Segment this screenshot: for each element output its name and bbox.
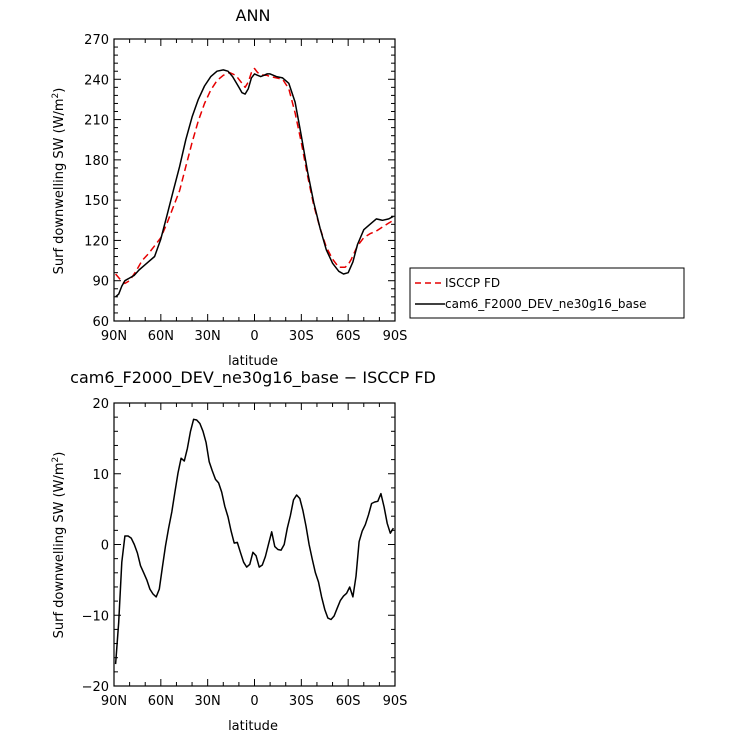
bottom-plot-area: 90N 60N 30N 0 30S 60S 90S −20 −10 0 10 20 (82, 397, 408, 709)
top-y-tick-label: 210 (84, 114, 109, 129)
legend: ISCCP FD cam6_F2000_DEV_ne30g16_base (409, 267, 685, 319)
bottom-x-tick-label: 0 (250, 694, 258, 709)
bottom-x-axis-label: latitude (228, 719, 278, 734)
top-plot-frame (113, 38, 396, 322)
bottom-y-tick-label: 20 (92, 397, 109, 412)
bottom-x-tick-label: 30N (195, 694, 221, 709)
top-y-tick-label: 90 (92, 275, 109, 290)
bottom-y-tick-label: −10 (82, 609, 109, 624)
top-x-tick-label: 60S (336, 329, 361, 344)
top-x-tick-label: 60N (148, 329, 174, 344)
bottom-x-tick-label: 90S (383, 694, 408, 709)
top-y-axis-label: Surf downwelling SW (W/m2) (51, 88, 67, 275)
top-y-tick-label: 150 (84, 194, 109, 209)
top-x-tick-label: 30S (289, 329, 314, 344)
bottom-x-tick-label: 90N (101, 694, 127, 709)
top-y-tick-label: 120 (84, 234, 109, 249)
bottom-plot-frame (113, 402, 396, 687)
top-x-axis-label: latitude (228, 354, 278, 369)
bottom-x-tick-label: 60S (336, 694, 361, 709)
legend-label-isccp-fd: ISCCP FD (445, 276, 500, 290)
bottom-x-tick-label: 30S (289, 694, 314, 709)
bottom-x-tick-label: 60N (148, 694, 174, 709)
top-x-tick-label: 90N (101, 329, 127, 344)
top-plot-area: 90N 60N 30N 0 30S 60S 90S 60 90 120 150 180 210 240 27… (84, 33, 407, 344)
top-y-tick-label: 240 (84, 73, 109, 88)
top-y-tick-label: 180 (84, 154, 109, 169)
legend-box (409, 267, 685, 319)
top-y-tick-label: 60 (92, 315, 109, 330)
bottom-y-tick-label: 0 (101, 539, 109, 554)
legend-label-cam6: cam6_F2000_DEV_ne30g16_base (445, 297, 647, 311)
top-series-line-0 (115, 67, 394, 285)
bottom-y-tick-label: −20 (82, 680, 109, 695)
top-x-tick-label: 0 (250, 329, 258, 344)
bottom-series-line-0 (114, 418, 395, 665)
bottom-chart-title: cam6_F2000_DEV_ne30g16_base − ISCCP FD (70, 368, 436, 388)
top-x-tick-label: 90S (383, 329, 408, 344)
top-chart-title: ANN (236, 6, 271, 25)
top-series-line-1 (115, 69, 394, 298)
top-y-tick-label: 270 (84, 33, 109, 48)
bottom-y-tick-label: 10 (92, 468, 109, 483)
top-x-tick-label: 30N (195, 329, 221, 344)
bottom-y-axis-label: Surf downwelling SW (W/m2) (51, 452, 67, 639)
